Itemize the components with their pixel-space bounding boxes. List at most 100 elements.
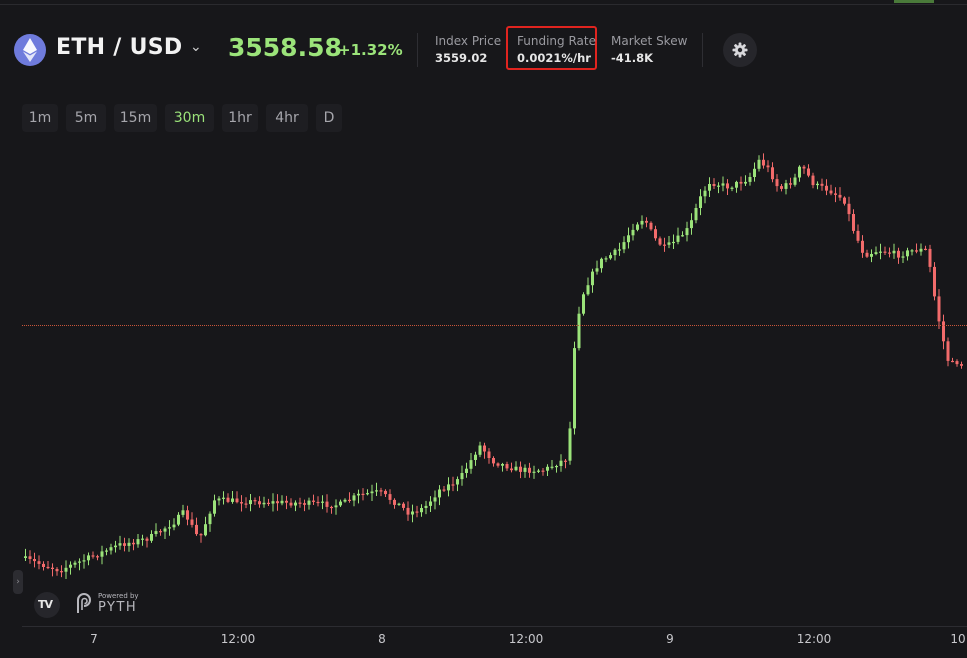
candle-up [708,184,711,191]
candle-up [154,531,158,534]
candle-down [190,519,194,525]
candle-up [69,564,72,568]
candle-down [186,510,189,520]
candle-down [663,244,666,246]
candle-down [451,484,455,486]
candle-down [240,502,243,504]
candle-down [861,240,864,253]
x-tick-label: 8 [378,632,386,646]
candle-down [843,197,846,204]
chart-scroll-handle[interactable]: › [13,570,23,594]
x-tick-label: 12:00 [796,632,832,646]
candle-down [712,184,716,186]
candle-up [105,550,108,552]
candle-down [55,569,59,572]
candle-down [303,503,306,505]
candle-up [595,268,599,272]
candle-down [267,502,270,504]
market-skew-label: Market Skew [611,34,688,48]
candle-down [37,561,41,564]
candle-down [483,445,486,452]
candle-up [609,255,612,259]
candle-up [618,249,621,251]
candle-down [924,248,927,250]
candle-down [312,500,315,502]
top-accent-bar [894,0,934,3]
candle-up [109,547,113,551]
candle-up [636,224,639,230]
candle-up [784,183,788,189]
candle-down [928,248,932,267]
timeframe-15m[interactable]: 15m [114,104,157,132]
candle-down [955,361,959,365]
candle-down [384,490,387,495]
timeframe-4hr[interactable]: 4hr [266,104,308,132]
candle-up [217,498,221,501]
candle-up [586,285,590,295]
candle-down [276,501,279,504]
candle-down [654,229,657,239]
candle-up [672,241,675,244]
candle-up [591,271,594,286]
timeframe-5m[interactable]: 5m [66,104,106,132]
candle-down [330,506,333,509]
candle-down [789,183,792,185]
candle-up [163,528,167,532]
candle-down [402,503,405,508]
candle-down [195,524,198,535]
settings-button[interactable] [723,33,757,67]
candle-down [258,501,261,505]
candle-up [64,567,68,572]
candle-up [370,491,374,494]
candle-down [658,238,662,245]
candle-down [253,500,257,502]
candle-up [676,235,680,242]
timeframe-30m[interactable]: 30m [165,104,214,132]
candle-down [775,179,779,187]
candle-up [753,168,756,177]
candle-up [613,249,617,256]
candle-down [825,185,828,191]
candle-up [744,181,747,184]
candle-up [600,258,603,269]
market-skew-stat: Market Skew -41.8K [611,34,687,65]
candle-down [942,321,945,342]
chevron-down-icon[interactable]: ⌄ [190,39,202,55]
candle-up [640,220,644,225]
candle-down [649,222,653,230]
current-price-line [22,325,967,326]
market-pair-selector[interactable]: ETH / USD [56,35,183,60]
candle-down [771,167,774,180]
candle-up [366,493,369,495]
candle-up [568,428,572,461]
tradingview-logo[interactable]: TV [34,592,60,618]
candle-up [397,503,401,505]
candle-up [892,250,896,254]
price-chart[interactable] [0,140,967,626]
candle-up [460,473,464,480]
timeframe-d[interactable]: D [316,104,342,132]
divider [702,33,703,67]
candle-down [91,555,95,557]
candle-down [33,559,36,562]
candle-up [919,248,923,252]
candle-up [546,466,549,471]
candle-up [424,505,428,508]
divider [417,33,418,67]
candle-down [46,566,50,569]
candle-up [231,498,234,502]
candle-up [721,183,725,186]
timeframe-1hr[interactable]: 1hr [222,104,258,132]
candle-up [874,252,878,254]
candle-down [60,571,63,573]
candle-up [550,466,554,468]
timeframe-1m[interactable]: 1m [22,104,58,132]
candle-up [411,511,414,515]
candle-up [375,490,378,492]
candle-up [172,524,176,528]
candle-down [762,159,765,166]
candle-down [951,360,954,363]
candle-up [208,513,212,525]
candle-up [280,500,284,504]
candle-up [222,497,225,499]
